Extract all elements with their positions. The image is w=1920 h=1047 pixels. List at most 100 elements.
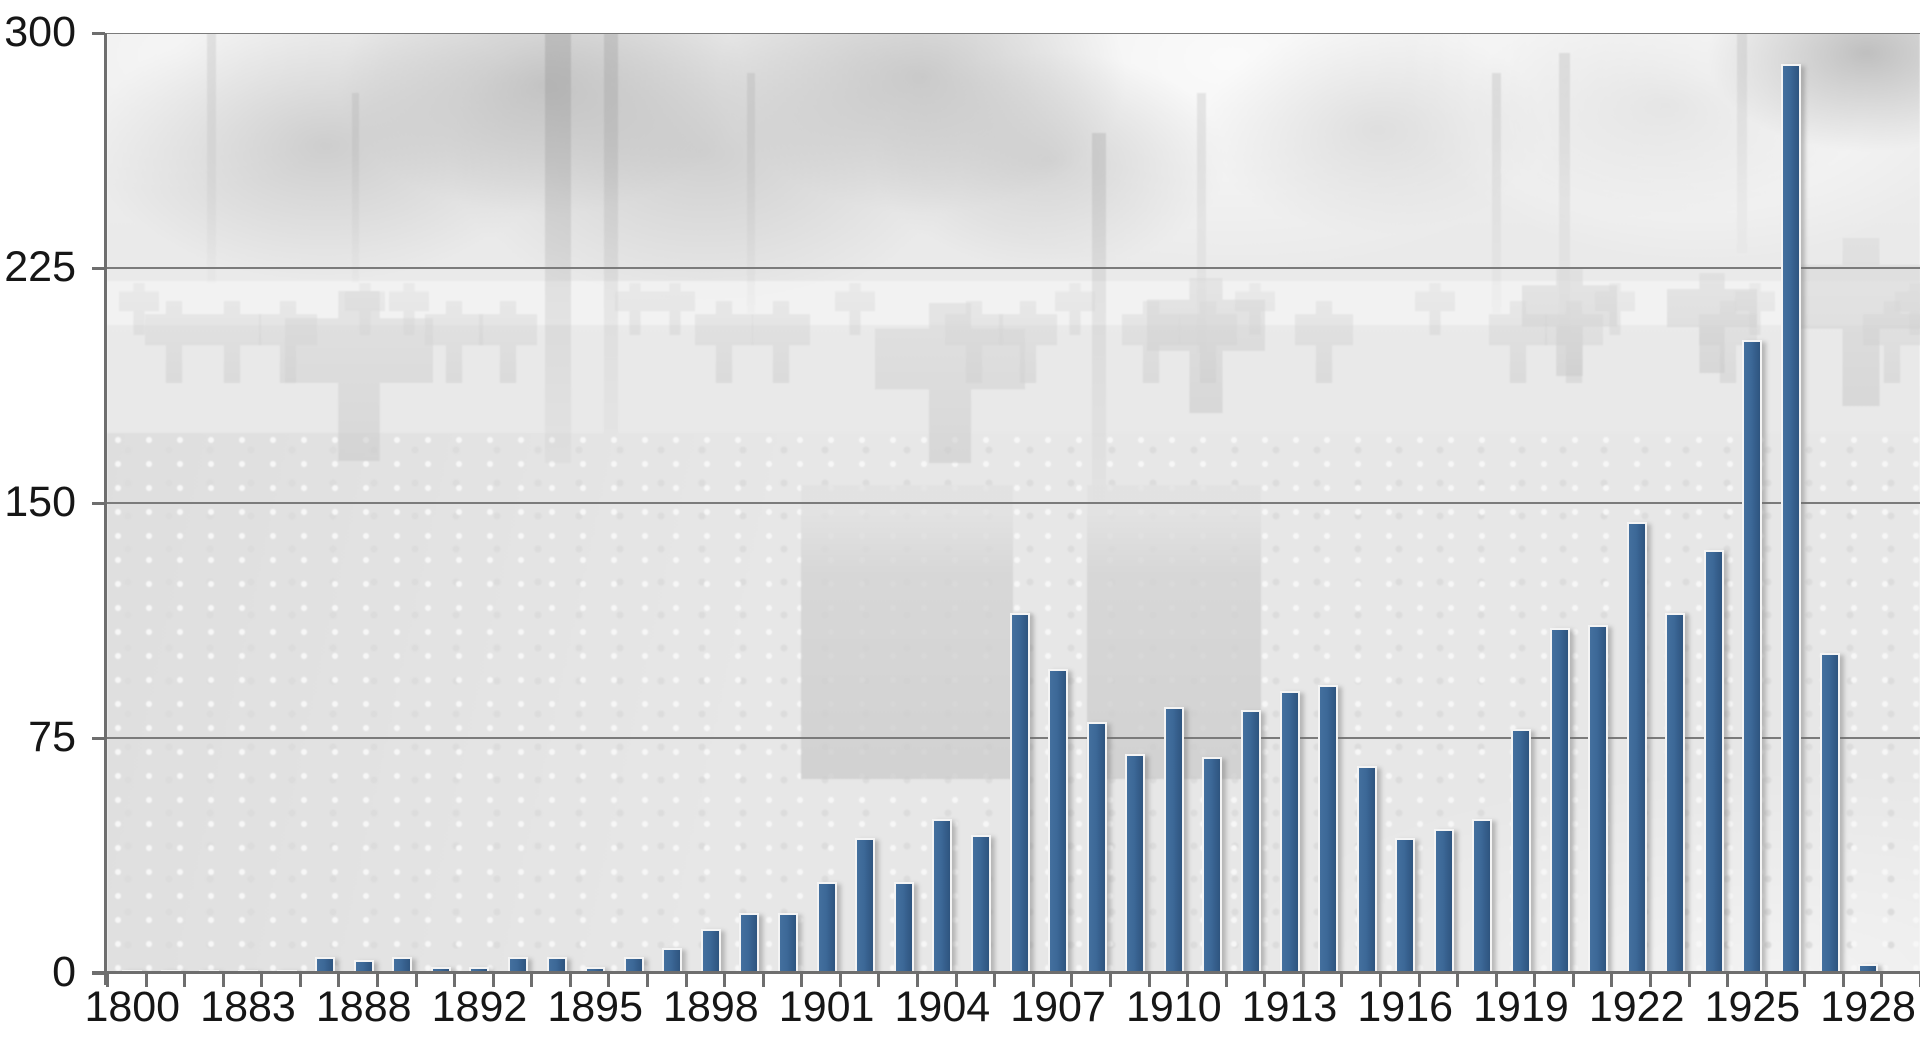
- gravestone-back-row: [425, 301, 483, 383]
- x-tick-label: 1895: [547, 983, 643, 1031]
- x-tick: [993, 974, 997, 987]
- bar-1892: [469, 967, 490, 973]
- y-axis-line: [104, 33, 107, 985]
- bar-1898: [700, 929, 721, 973]
- x-tick: [838, 974, 842, 987]
- x-tick: [530, 974, 534, 987]
- x-tick: [1301, 974, 1305, 987]
- bar-index-7: [392, 957, 413, 973]
- gridline-300: [107, 33, 1920, 34]
- x-tick: [761, 974, 765, 987]
- x-tick: [1533, 974, 1537, 987]
- tree-trunk: [1197, 93, 1206, 353]
- bar-index-26: [1125, 754, 1146, 973]
- x-tick-label: 1901: [778, 983, 875, 1031]
- x-tick-label: 1883: [200, 983, 296, 1031]
- bar-index-37: [1549, 628, 1570, 973]
- bar-index-19: [855, 838, 876, 973]
- gravestone-front: [1795, 238, 1920, 406]
- gravestone-far: [835, 283, 875, 335]
- y-tick-label: 300: [4, 8, 76, 56]
- x-tick: [337, 974, 341, 987]
- x-tick-label: 1800: [84, 983, 181, 1031]
- gravestone-far: [1415, 283, 1455, 335]
- bar-index-41: [1703, 550, 1724, 973]
- gravestone-far: [1055, 283, 1095, 335]
- bar-index-11: [546, 957, 567, 973]
- x-tick: [800, 974, 804, 987]
- tree-trunk: [1092, 133, 1106, 513]
- x-tick: [1648, 974, 1652, 987]
- bar-index-28: [1202, 757, 1223, 973]
- tree-trunk: [545, 33, 571, 463]
- gridline-150: [107, 502, 1920, 504]
- tree-trunk: [1559, 53, 1570, 333]
- x-tick: [298, 974, 302, 987]
- bar-1925: [1742, 340, 1763, 973]
- bar-index-8: [430, 967, 451, 973]
- x-tick: [144, 974, 148, 987]
- bar-index-5: [315, 957, 336, 973]
- bar-1913: [1279, 691, 1300, 973]
- x-tick: [646, 974, 650, 987]
- gravestone-front: [1522, 268, 1617, 376]
- gravestone-back-row: [1295, 301, 1353, 383]
- x-tick: [1031, 974, 1035, 987]
- x-tick: [414, 974, 418, 987]
- y-tick-150: [92, 502, 105, 505]
- gravestone-back-row: [145, 301, 203, 383]
- x-tick: [1147, 974, 1151, 987]
- bar-1904: [932, 819, 953, 973]
- bar-1928: [1858, 964, 1879, 973]
- x-tick: [1417, 974, 1421, 987]
- x-tick-label: 1919: [1473, 983, 1569, 1031]
- x-tick: [1726, 974, 1730, 987]
- x-tick-label: 1892: [431, 983, 528, 1031]
- plot-area: [107, 33, 1920, 973]
- x-tick: [453, 974, 457, 987]
- x-tick: [1764, 974, 1768, 987]
- bar-index-43: [1780, 64, 1801, 973]
- x-tick-label: 1910: [1125, 983, 1222, 1031]
- bar-1888: [353, 960, 374, 973]
- bar-index-10: [508, 957, 529, 973]
- bar-1910: [1163, 707, 1184, 973]
- gravestone-back-row: [479, 301, 537, 383]
- x-tick: [1687, 974, 1691, 987]
- bar-1895: [585, 967, 606, 973]
- x-tick: [607, 974, 611, 987]
- bar-index-16: [739, 913, 760, 973]
- photo-horizon-band: [107, 281, 1920, 325]
- bar-index-32: [1356, 766, 1377, 973]
- bar-index-29: [1240, 710, 1261, 973]
- bar-index-38: [1588, 625, 1609, 973]
- x-tick-label: 1925: [1704, 983, 1801, 1031]
- y-tick-label: 75: [28, 713, 76, 761]
- bar-index-14: [662, 948, 683, 973]
- x-tick: [1340, 974, 1344, 987]
- x-tick: [1224, 974, 1228, 987]
- bar-index-34: [1433, 829, 1454, 973]
- bar-index-31: [1318, 685, 1339, 973]
- bar-1919: [1510, 729, 1531, 973]
- x-tick: [1610, 974, 1614, 987]
- gravestone-back-row: [752, 301, 810, 383]
- x-tick: [684, 974, 688, 987]
- bar-index-25: [1086, 722, 1107, 973]
- x-tick: [1108, 974, 1112, 987]
- bar-1922: [1626, 522, 1647, 973]
- bar-index-23: [1009, 613, 1030, 973]
- x-tick-label: 1913: [1241, 983, 1338, 1031]
- gravestone-far: [615, 283, 655, 335]
- gravestone-back-row: [695, 301, 753, 383]
- bar-index-35: [1472, 819, 1493, 973]
- x-tick-label: 1888: [315, 983, 412, 1031]
- y-tick-300: [92, 32, 105, 35]
- bar-index-20: [893, 882, 914, 973]
- y-tick-0: [92, 972, 105, 975]
- x-tick: [1456, 974, 1460, 987]
- bar-index-40: [1665, 613, 1686, 973]
- x-tick: [1571, 974, 1575, 987]
- bar-index-17: [778, 913, 799, 973]
